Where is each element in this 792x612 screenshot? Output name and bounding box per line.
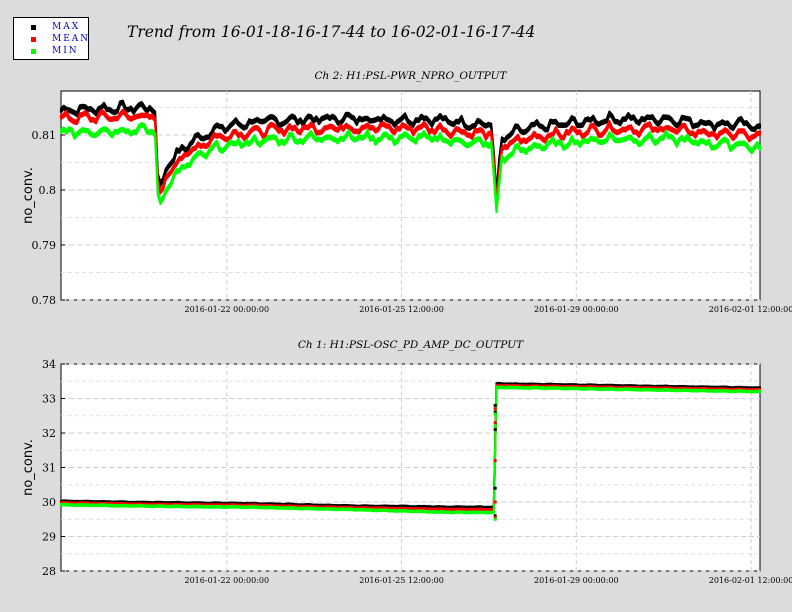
x-tick-label: 2016-01-22 00:00:00 [185,305,270,314]
legend: MAX MEAN MIN [13,17,89,60]
x-tick-label: 2016-01-25 12:00:00 [359,576,444,585]
x-tick-label: 2016-02-01 12:00:00 [709,305,792,314]
transition-point-mean [493,500,497,504]
x-tick-label: 2016-01-22 00:00:00 [185,576,270,585]
y-tick-label: 0.79 [32,239,57,252]
series-max [59,99,762,199]
chart-1: 0.78 0.79 0.8 0.81 2016-01-22 00:00:00 2016-0… [21,70,792,314]
y-tick-label: 0.8 [39,184,57,197]
transition-point-max [493,486,497,490]
x-tick-label: 2016-02-01 12:00:00 [709,576,792,585]
x-tick-label: 2016-01-29 00:00:00 [534,576,619,585]
y-axis-label: no_conv. [21,167,36,224]
series-mean [59,108,762,207]
transition-point-min [493,517,497,521]
transition-point-mean [493,516,497,520]
transition-point-max [493,410,497,414]
legend-label-min: MIN [52,46,79,56]
legend-label-mean: MEAN [52,34,91,44]
transition-point-max [493,514,497,518]
x-tick-label: 2016-01-29 00:00:00 [534,305,619,314]
series-min [59,121,762,214]
transition-point-max [493,428,497,432]
y-tick-label: 0.81 [32,129,57,142]
y-tick-label: 31 [42,462,56,475]
y-tick-label: 28 [42,565,56,578]
chart-2: 28 29 30 31 32 33 34 2016-01-22 00:00:00 2016-01… [21,339,792,585]
chart-title: Ch 2: H1:PSL-PWR_NPRO_OUTPUT [314,70,507,82]
legend-label-max: MAX [52,22,81,32]
transition-point-max [493,403,497,407]
y-tick-label: 29 [42,531,56,544]
transition-point-mean [493,407,497,411]
y-tick-label: 0.78 [32,294,57,307]
series-min [59,385,762,515]
page-title: Trend from 16-01-18-16-17-44 to 16-02-01… [127,23,536,41]
y-axis-label: no_conv. [21,439,36,496]
y-tick-label: 34 [42,358,56,371]
transition-point-mean [493,421,497,425]
y-tick-label: 30 [42,496,56,509]
legend-swatch-max [31,25,36,30]
legend-swatch-min [31,49,36,54]
transition-point-min [493,424,497,428]
x-tick-label: 2016-01-25 12:00:00 [359,305,444,314]
y-tick-label: 32 [42,427,56,440]
chart-title: Ch 1: H1:PSL-OSC_PD_AMP_DC_OUTPUT [298,339,524,351]
legend-swatch-mean [31,37,36,42]
y-tick-label: 33 [42,393,56,406]
transition-point-min [493,412,497,416]
transition-point-mean [493,459,497,463]
